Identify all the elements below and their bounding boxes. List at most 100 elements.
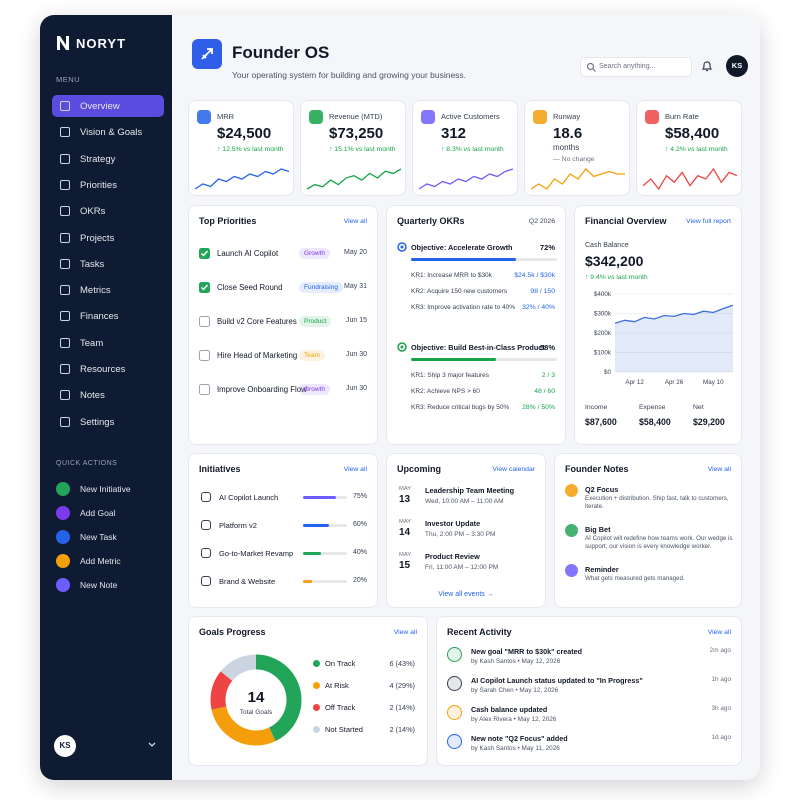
goals-card: Goals Progress View all 14 Total Goals On Tr…: [188, 616, 428, 766]
kr-progress: $24.5k / $30k: [514, 272, 555, 279]
summary-value: $87,600: [585, 417, 617, 427]
menu-icon: [60, 311, 70, 322]
kr-name: KR1: Increase MRR to $30k: [411, 272, 492, 279]
quick-action[interactable]: Add Goal: [54, 503, 164, 523]
menu-item[interactable]: Team: [52, 332, 164, 354]
menu-item[interactable]: Vision & Goals: [52, 121, 164, 143]
legend-name: Not Started: [325, 725, 363, 734]
menu-item-label: Vision & Goals: [80, 127, 143, 139]
search-box[interactable]: Search anything...: [580, 57, 692, 77]
sparkline-line: [418, 168, 514, 190]
legend-value: 2 (14%): [389, 703, 415, 712]
quick-action-label: New Initiative: [80, 484, 131, 494]
donut-segment: [210, 654, 302, 746]
y-tick-label: $300k: [594, 311, 612, 318]
initiative-name: Brand & Website: [219, 577, 276, 586]
menu-item[interactable]: Notes: [52, 384, 164, 406]
cash-line: [614, 304, 734, 324]
kpi-value: 18.6: [553, 125, 583, 142]
menu-item[interactable]: OKRs: [52, 200, 164, 222]
donut-segment: [210, 654, 302, 746]
kpi-card: MRR $24,500 ↑ 12.5% vs last month: [188, 100, 294, 196]
event-month: MAY: [399, 519, 412, 525]
objective-icon: [397, 342, 407, 352]
quick-action[interactable]: New Task: [54, 527, 164, 547]
card-title: Upcoming: [397, 464, 441, 474]
activity-meta: by Kash Santos • May 11, 2026: [471, 745, 560, 752]
menu-item[interactable]: Metrics: [52, 279, 164, 301]
quick-action[interactable]: New Initiative: [54, 479, 164, 499]
rocket-icon: [201, 48, 213, 60]
view-link[interactable]: View all: [393, 629, 417, 636]
goals-total: 14: [248, 689, 265, 706]
checkbox: [199, 248, 210, 259]
quick-action-label: Add Goal: [80, 508, 116, 518]
menu-item[interactable]: Resources: [52, 358, 164, 380]
initiative-icon: [201, 492, 211, 502]
quick-action[interactable]: New Note: [54, 575, 164, 595]
user-avatar[interactable]: KS: [54, 735, 76, 757]
card-title: Top Priorities: [199, 216, 257, 226]
progress-fill: [303, 524, 330, 527]
quick-action-label: Add Metric: [80, 556, 121, 566]
sidebar: NORYT MENU Overview Vision & Goals Strategy P…: [40, 15, 172, 780]
target-dot: [400, 245, 404, 249]
activity-time: 2m ago: [709, 647, 731, 654]
progress-track: [303, 552, 347, 555]
initiative-percent: 40%: [352, 549, 367, 556]
kpi-icon: [645, 110, 659, 124]
menu-item[interactable]: Tasks: [52, 253, 164, 275]
view-link[interactable]: View all: [343, 466, 367, 473]
x-tick-label: Apr 26: [665, 379, 684, 386]
priority-date: Jun 15: [345, 317, 367, 324]
legend-dot: [313, 726, 320, 733]
view-link[interactable]: View all: [707, 629, 731, 636]
activity-card: Recent Activity View all New goal "MRR to …: [436, 616, 742, 766]
view-link[interactable]: View all: [343, 218, 367, 225]
initiative-percent: 20%: [352, 577, 367, 584]
kr-progress: 32% / 40%: [522, 304, 555, 311]
bell: [701, 61, 713, 72]
priority-tag: Growth: [299, 248, 330, 259]
menu-item[interactable]: Projects: [52, 227, 164, 249]
logo-icon: [57, 36, 69, 50]
kpi-card: Active Customers 312 ↑ 8.3% vs last month: [412, 100, 518, 196]
header-icon: [192, 39, 222, 69]
kpi-icon: [421, 110, 435, 124]
donut-segment: [210, 654, 302, 746]
activity-time: 3h ago: [711, 705, 731, 712]
sparkline: [194, 168, 290, 190]
kpi-change: ↑ 4.2% vs last month: [665, 146, 728, 153]
menu-icon: [60, 153, 70, 164]
checkbox-box: [199, 384, 210, 395]
view-link[interactable]: View full report: [686, 218, 731, 225]
header-avatar[interactable]: KS: [726, 55, 748, 77]
checkbox: [199, 282, 210, 293]
note-text: Execution + distribution. Ship fast, tal…: [585, 495, 729, 510]
event-day: 13: [399, 494, 411, 505]
priority-tag: Product: [299, 316, 332, 327]
view-all-events[interactable]: View all events →: [438, 591, 494, 598]
kpi-card: Burn Rate $58,400 ↑ 4.2% vs last month: [636, 100, 742, 196]
menu-item[interactable]: Overview: [52, 95, 164, 117]
legend-value: 4 (29%): [389, 681, 415, 690]
quick-action-icon: [56, 482, 70, 496]
priority-date: May 20: [344, 249, 367, 256]
menu-item[interactable]: Finances: [52, 305, 164, 327]
menu-item[interactable]: Settings: [52, 411, 164, 433]
event-time: Wed, 10:00 AM – 11:00 AM: [425, 498, 504, 505]
quick-action[interactable]: Add Metric: [54, 551, 164, 571]
view-link[interactable]: View all: [707, 466, 731, 473]
card-title: Goals Progress: [199, 627, 266, 637]
menu-item[interactable]: Strategy: [52, 148, 164, 170]
menu-item[interactable]: Priorities: [52, 174, 164, 196]
y-tick-label: $100k: [594, 350, 612, 357]
upcoming-card: Upcoming View calendar MAY 13 Leadership Tea…: [386, 453, 546, 608]
menu-item-label: Metrics: [80, 285, 111, 297]
initiative-icon: [201, 548, 211, 558]
cash-label: Cash Balance: [585, 242, 629, 249]
kpi-label: Active Customers: [441, 112, 500, 121]
view-link[interactable]: View calendar: [492, 466, 535, 473]
goals-total-label: Total Goals: [240, 709, 273, 716]
kpi-icon: [533, 110, 547, 124]
